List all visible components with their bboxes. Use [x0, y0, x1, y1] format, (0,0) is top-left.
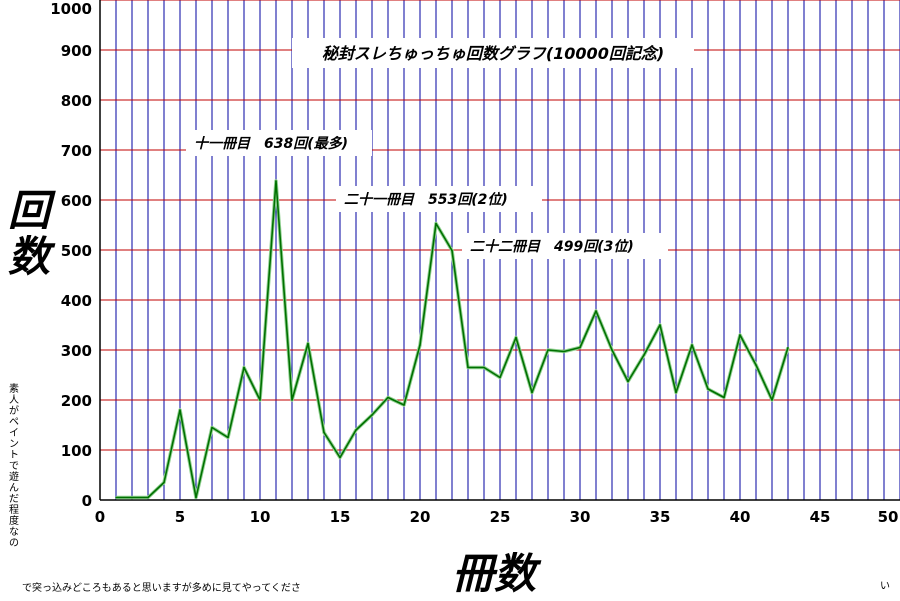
x-tick-label: 50: [878, 508, 899, 526]
x-tick-label: 45: [810, 508, 831, 526]
data-point: [323, 431, 325, 434]
data-point: [179, 409, 181, 411]
data-point: [755, 364, 757, 366]
chart-title-text: 秘封スレちゅっちゅ回数グラフ(10000回記念): [322, 44, 664, 63]
annotation-text: 二十二冊目 499回(3位): [470, 238, 634, 255]
data-point: [403, 404, 405, 406]
y-tick-label: 600: [61, 192, 92, 210]
annotation-text: 二十一冊目 553回(2位): [344, 191, 508, 208]
data-point: [115, 496, 117, 499]
data-point: [483, 366, 485, 369]
x-tick-label: 40: [730, 508, 751, 526]
y-tick-label: 200: [61, 392, 92, 410]
data-point: [163, 481, 165, 484]
y-tick-label: 300: [61, 342, 92, 360]
x-tick-label: 10: [250, 508, 271, 526]
series-group: [115, 179, 790, 500]
data-point: [131, 496, 133, 499]
data-point: [211, 426, 213, 429]
data-point: [147, 496, 149, 499]
data-point: [275, 180, 277, 182]
annotation-box: [336, 186, 542, 212]
x-tick-label: 30: [570, 508, 591, 526]
y-tick-label: 900: [61, 42, 92, 60]
note-vertical: 素人がペイントで遊んだ程度なの: [9, 384, 19, 549]
data-point: [195, 496, 197, 499]
x-tick-label: 0: [95, 508, 105, 526]
data-point: [595, 310, 597, 312]
data-point: [723, 396, 725, 399]
y-tick-label: 700: [61, 142, 92, 160]
annotation: 十一冊目 638回(最多): [186, 130, 372, 156]
data-point: [563, 350, 565, 353]
data-point: [627, 380, 629, 383]
data-point: [291, 399, 293, 401]
data-point: [371, 414, 373, 416]
data-point: [227, 436, 229, 439]
y-tick-label: 100: [61, 442, 92, 460]
data-point: [419, 344, 421, 346]
data-point: [499, 376, 501, 379]
y-tick-label: 400: [61, 292, 92, 310]
data-point: [611, 349, 613, 351]
x-tick-labels: 0 5 10 15 20 25 30 35 40 45 50: [95, 508, 899, 526]
data-point: [739, 334, 741, 336]
data-point: [259, 399, 261, 401]
x-tick-label: 20: [410, 508, 431, 526]
annotation-text: 十一冊目 638回(最多): [194, 135, 348, 152]
annotation-box: [186, 130, 372, 156]
data-point: [643, 354, 645, 356]
data-point: [531, 391, 533, 394]
x-tick-label: 15: [330, 508, 351, 526]
data-point: [339, 456, 341, 459]
y-tick-label: 1000: [50, 0, 92, 18]
data-point: [547, 349, 549, 351]
x-tick-label: 25: [490, 508, 511, 526]
annotation: 二十二冊目 499回(3位): [462, 233, 668, 259]
data-point: [579, 346, 581, 349]
data-point: [659, 324, 661, 326]
annotation-box: [462, 233, 668, 259]
x-tick-label: 35: [650, 508, 671, 526]
data-point: [467, 366, 469, 369]
data-point: [691, 344, 693, 346]
annotation: 二十一冊目 553回(2位): [336, 186, 542, 212]
data-point: [355, 429, 357, 431]
x-tick-label: 5: [175, 508, 185, 526]
annotations-group: 十一冊目 638回(最多) 二十一冊目 553回(2位) 二十二冊目 499回(3位…: [186, 130, 668, 259]
data-point: [675, 391, 677, 394]
data-point: [435, 222, 437, 225]
chart-title: 秘封スレちゅっちゅ回数グラフ(10000回記念): [292, 38, 694, 68]
data-point: [243, 366, 245, 369]
data-point: [387, 396, 389, 399]
data-point: [515, 336, 517, 339]
y-tick-label: 0: [82, 492, 92, 510]
x-axis-label: 冊数: [452, 549, 537, 598]
data-point: [787, 346, 789, 349]
data-point: [307, 342, 309, 345]
data-point: [771, 399, 773, 401]
y-axis-label: 回数: [7, 186, 50, 281]
note-end: い: [880, 581, 890, 592]
data-point: [451, 249, 453, 252]
y-tick-label: 500: [61, 242, 92, 260]
data-point: [707, 388, 709, 390]
y-tick-labels: 0 100 200 300 400 500 600 700 800 900 1000: [50, 0, 92, 510]
note-bottom: で突っ込みどころもあると思いますが多めに見てやってくださ: [22, 583, 301, 594]
y-tick-label: 800: [61, 92, 92, 110]
